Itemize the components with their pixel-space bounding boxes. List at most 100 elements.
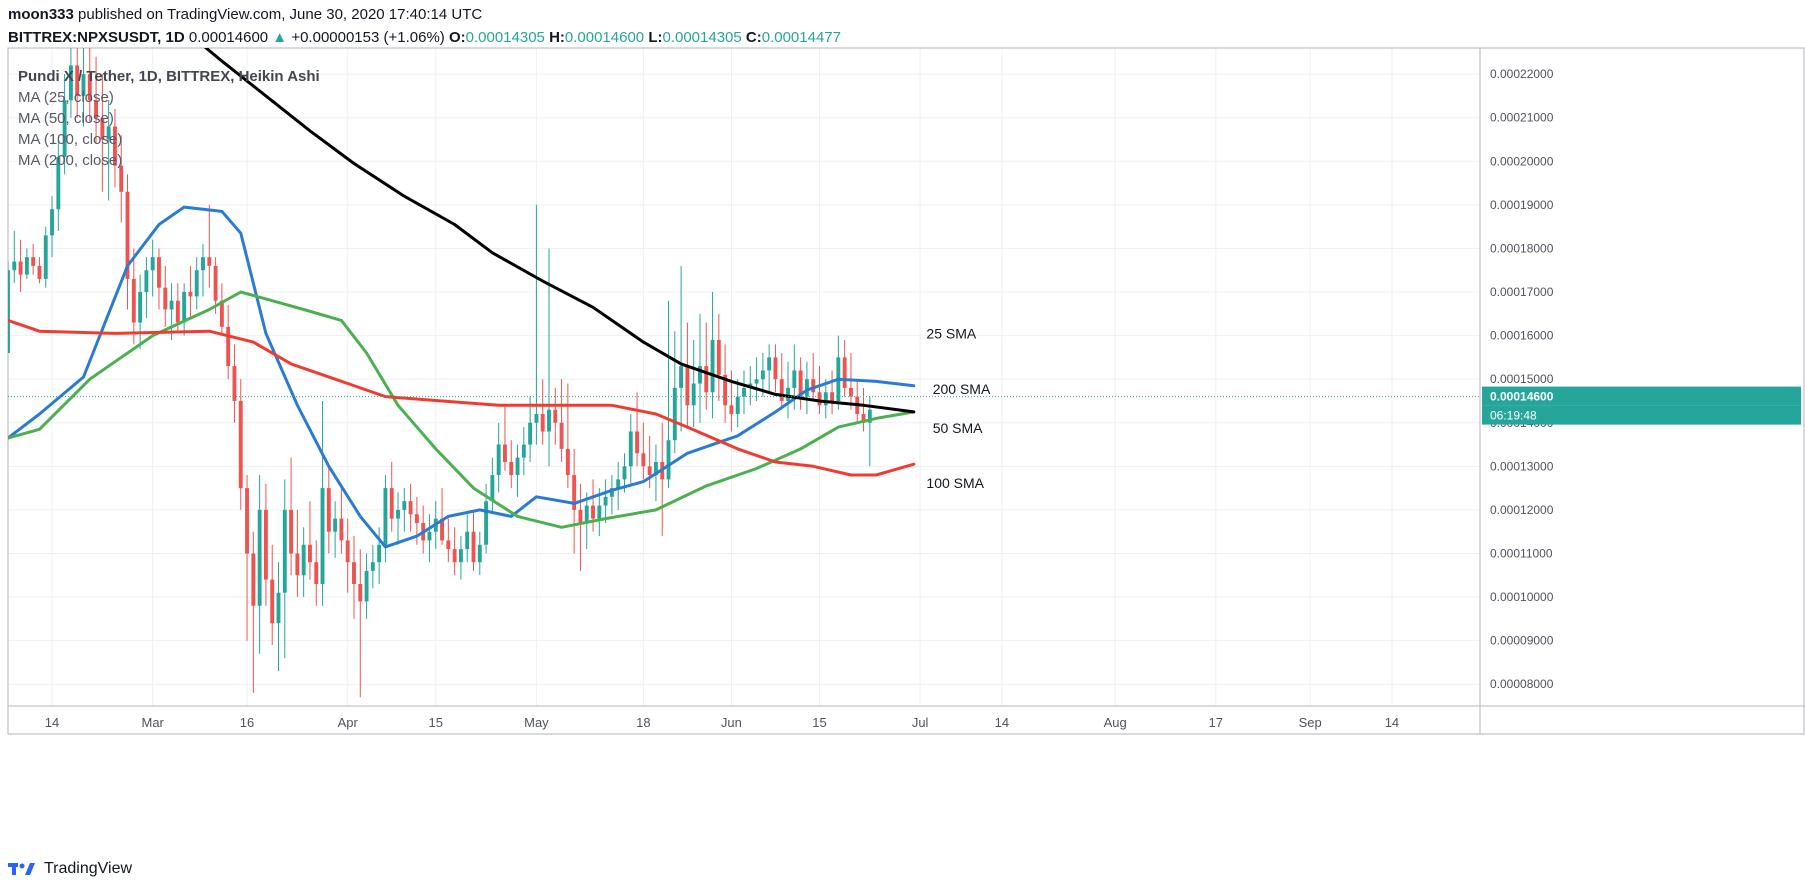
author[interactable]: moon333 (8, 6, 74, 23)
candle-body (767, 357, 772, 371)
close-value: 0.00014477 (761, 29, 841, 46)
x-tick-label: May (524, 715, 549, 730)
x-tick-label: 14 (1385, 715, 1399, 730)
legend-item-ma200[interactable]: MA (200, close) (18, 152, 123, 169)
candle-body (377, 544, 382, 563)
candle-body (773, 357, 778, 380)
candle-body (396, 509, 400, 519)
candle-body (666, 440, 671, 480)
ma200-line[interactable] (190, 35, 916, 414)
x-tick-label: Jul (912, 715, 929, 730)
ohlc-line: BITTREX:NPXSUSDT, 1D 0.00014600 ▲ +0.000… (8, 29, 841, 46)
candle-body (339, 518, 344, 541)
candle-body (509, 461, 514, 476)
candle-body (62, 100, 67, 157)
x-tick-label: 16 (240, 715, 254, 730)
candle-body (622, 466, 627, 480)
candle-body (383, 488, 388, 545)
candle-body (106, 126, 111, 140)
candle-body (817, 392, 822, 406)
annotation-label: 50 SMA (933, 420, 983, 436)
y-tick-label: 0.00010000 (1490, 590, 1554, 604)
candle-body (427, 531, 432, 541)
candle-body (232, 366, 237, 401)
price-chart[interactable]: 0.00008000 0.00009000 0.00010000 0.00011000… (0, 0, 1805, 850)
legend-title: Pundi X / Tether, 1D, BITTREX, Heikin As… (18, 68, 320, 85)
candle-body (742, 387, 746, 397)
last-price-label: 0.00014600 (1490, 390, 1554, 404)
candle-body (559, 422, 564, 449)
candles-group (8, 35, 916, 698)
candle-body (490, 475, 495, 502)
candle-body (760, 370, 765, 380)
candle-body (804, 379, 809, 397)
candle-body (691, 383, 696, 406)
candle-body (251, 553, 256, 606)
candle-body (848, 387, 853, 397)
candle-body (289, 509, 294, 554)
countdown-label: 06:19:48 (1490, 409, 1537, 423)
candle-body (685, 366, 690, 406)
legend-item-ma100[interactable]: MA (100, close) (18, 131, 123, 148)
candle-body (540, 414, 545, 432)
price-change: +0.00000153 (+1.06%) (291, 29, 445, 46)
y-tick-label: 0.00020000 (1490, 154, 1554, 168)
legend-item-ma50[interactable]: MA (50, close) (18, 110, 114, 127)
y-tick-label: 0.00009000 (1490, 634, 1554, 648)
candle-body (389, 488, 394, 519)
candle-body (12, 261, 17, 271)
y-tick-label: 0.00008000 (1490, 677, 1554, 691)
legend-item-ma25[interactable]: MA (25, close) (18, 89, 114, 106)
candle-body (112, 126, 117, 166)
candle-body (150, 257, 155, 271)
candle-body (679, 366, 684, 388)
candle-body (578, 509, 583, 523)
candle-body (528, 422, 533, 445)
candle-body (100, 117, 105, 140)
x-tick-label: 15 (429, 715, 443, 730)
y-tick-label: 0.00018000 (1490, 241, 1554, 255)
candle-body (81, 74, 86, 96)
footer-brand[interactable]: TradingView (8, 860, 132, 878)
y-tick-label: 0.00019000 (1490, 198, 1554, 212)
candle-body (440, 518, 445, 541)
candle-body (647, 466, 652, 476)
candle-body (282, 509, 287, 593)
symbol: BITTREX:NPXSUSDT, 1D (8, 29, 185, 46)
x-tick-label: 18 (636, 715, 650, 730)
low-label: L: (648, 29, 663, 46)
candle-body (131, 278, 136, 323)
candle-body (484, 501, 489, 545)
y-tick-label: 0.00016000 (1490, 329, 1554, 343)
candle-body (830, 392, 835, 401)
candle-body (591, 505, 595, 519)
chart-legend: Pundi X / Tether, 1D, BITTREX, Heikin As… (18, 66, 320, 171)
up-arrow-icon: ▲ (272, 29, 288, 46)
candle-body (276, 592, 281, 624)
y-tick-label: 0.00013000 (1490, 459, 1554, 473)
candle-body (207, 257, 212, 266)
candle-body (723, 374, 728, 406)
candle-body (18, 261, 23, 275)
ma100-line[interactable] (8, 318, 916, 477)
x-tick-label: 17 (1209, 715, 1223, 730)
x-tick-label: 14 (995, 715, 1009, 730)
candle-body (219, 300, 224, 327)
candle-body (823, 392, 828, 406)
candle-body (521, 444, 526, 458)
candle-body (534, 414, 539, 423)
y-tick-label: 0.00015000 (1490, 372, 1554, 386)
candle-body (477, 544, 482, 563)
candle-body (729, 405, 734, 415)
countdown-tag (1482, 405, 1801, 425)
candle-body (56, 156, 61, 210)
ma25-line[interactable] (8, 205, 916, 549)
y-tick-label: 0.00017000 (1490, 285, 1554, 299)
candle-body (333, 518, 338, 532)
candle-body (352, 562, 356, 584)
candle-body (194, 270, 199, 297)
tradingview-logo-icon (8, 863, 35, 875)
candle-body (270, 579, 275, 624)
candle-body (125, 191, 130, 279)
candle-body (8, 270, 10, 354)
